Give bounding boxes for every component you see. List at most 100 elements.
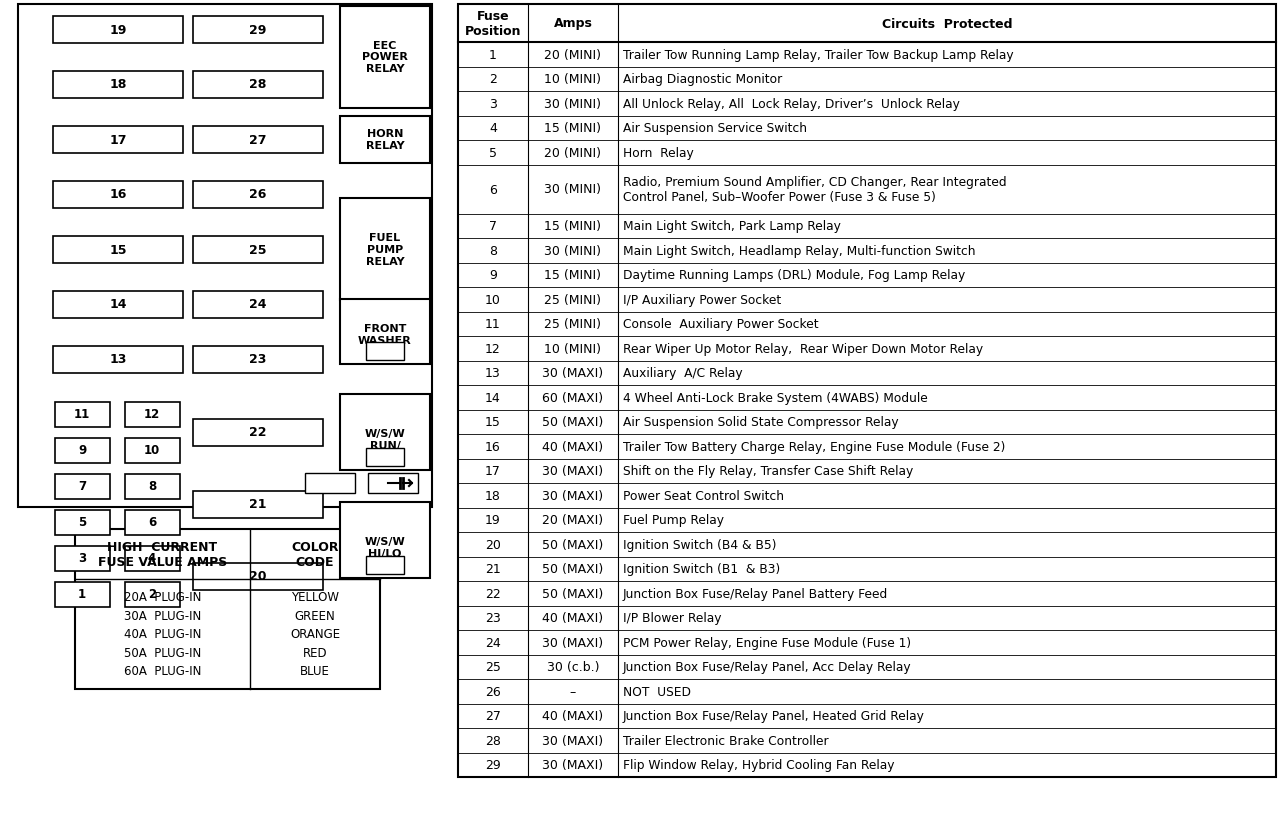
Bar — [458, 165, 1276, 215]
Bar — [458, 728, 1276, 753]
Text: Trailer Tow Running Lamp Relay, Trailer Tow Backup Lamp Relay: Trailer Tow Running Lamp Relay, Trailer … — [623, 48, 1014, 61]
Text: 2: 2 — [148, 588, 156, 601]
Text: Junction Box Fuse/Relay Panel, Acc Delay Relay: Junction Box Fuse/Relay Panel, Acc Delay… — [623, 660, 911, 673]
Bar — [458, 508, 1276, 532]
Text: 25: 25 — [250, 243, 266, 256]
Bar — [458, 312, 1276, 337]
Text: 5: 5 — [78, 516, 86, 529]
Text: 29: 29 — [250, 24, 266, 37]
Text: 50 (MAXI): 50 (MAXI) — [543, 587, 604, 600]
Text: –: – — [570, 685, 576, 698]
Text: 28: 28 — [485, 734, 500, 747]
Text: 3: 3 — [489, 97, 497, 111]
Text: 30 (MAXI): 30 (MAXI) — [543, 367, 604, 380]
Bar — [193, 346, 323, 373]
Bar — [458, 287, 1276, 312]
Text: Rear Wiper Up Motor Relay,  Rear Wiper Down Motor Relay: Rear Wiper Up Motor Relay, Rear Wiper Do… — [623, 342, 983, 355]
Text: Junction Box Fuse/Relay Panel Battery Feed: Junction Box Fuse/Relay Panel Battery Fe… — [623, 587, 888, 600]
Text: 11: 11 — [74, 408, 90, 421]
Text: 14: 14 — [485, 391, 500, 405]
Text: COLOR
CODE: COLOR CODE — [292, 541, 339, 568]
Text: Airbag Diagnostic Monitor: Airbag Diagnostic Monitor — [623, 73, 782, 86]
Text: Flip Window Relay, Hybrid Cooling Fan Relay: Flip Window Relay, Hybrid Cooling Fan Re… — [623, 758, 895, 771]
Text: Main Light Switch, Park Lamp Relay: Main Light Switch, Park Lamp Relay — [623, 220, 841, 233]
Bar — [340, 199, 430, 301]
Text: 30 (MINI): 30 (MINI) — [544, 244, 602, 257]
Text: Main Light Switch, Headlamp Relay, Multi-function Switch: Main Light Switch, Headlamp Relay, Multi… — [623, 244, 975, 257]
Text: Fuse
Position: Fuse Position — [465, 10, 521, 38]
Bar — [458, 116, 1276, 141]
Text: 10 (MINI): 10 (MINI) — [544, 342, 602, 355]
Bar — [52, 181, 183, 208]
Text: 30 (MAXI): 30 (MAXI) — [543, 734, 604, 747]
Text: 4: 4 — [489, 122, 497, 135]
Text: 6: 6 — [148, 516, 156, 529]
Text: 8: 8 — [489, 244, 497, 257]
Bar — [458, 704, 1276, 728]
Text: 20: 20 — [485, 538, 500, 551]
Text: 16: 16 — [109, 188, 127, 201]
Bar — [458, 215, 1276, 238]
Bar — [458, 606, 1276, 631]
Text: 15 (MINI): 15 (MINI) — [544, 220, 602, 233]
Text: Trailer Electronic Brake Controller: Trailer Electronic Brake Controller — [623, 734, 828, 747]
Bar — [193, 563, 323, 590]
Text: 19: 19 — [485, 514, 500, 527]
Bar — [458, 337, 1276, 361]
Bar — [55, 438, 110, 463]
Bar — [55, 510, 110, 535]
Text: W/S/W
RUN/
PARK: W/S/W RUN/ PARK — [365, 428, 406, 462]
Bar — [55, 545, 110, 571]
Text: 15 (MINI): 15 (MINI) — [544, 122, 602, 135]
Text: 12: 12 — [143, 408, 160, 421]
Text: 20 (MAXI): 20 (MAXI) — [543, 514, 604, 527]
Bar — [458, 532, 1276, 557]
Text: YELLOW
GREEN
ORANGE
RED
BLUE: YELLOW GREEN ORANGE RED BLUE — [291, 590, 340, 677]
Bar — [18, 5, 433, 508]
Text: 27: 27 — [485, 709, 500, 722]
Text: 30 (MINI): 30 (MINI) — [544, 183, 602, 197]
Bar — [305, 473, 355, 493]
Text: 15 (MINI): 15 (MINI) — [544, 269, 602, 282]
Text: I/P Auxiliary Power Socket: I/P Auxiliary Power Socket — [623, 293, 781, 306]
Text: 40 (MAXI): 40 (MAXI) — [543, 612, 604, 624]
Text: 24: 24 — [250, 298, 266, 311]
Text: HIGH  CURRENT
FUSE VALUE AMPS: HIGH CURRENT FUSE VALUE AMPS — [97, 541, 227, 568]
Text: 25 (MINI): 25 (MINI) — [544, 318, 602, 331]
Text: 7: 7 — [78, 480, 86, 493]
Text: 26: 26 — [485, 685, 500, 698]
Bar — [366, 342, 404, 360]
Text: 18: 18 — [485, 489, 500, 502]
Text: 30 (MAXI): 30 (MAXI) — [543, 464, 604, 477]
Text: 19: 19 — [109, 24, 127, 37]
Text: 10 (MINI): 10 (MINI) — [544, 73, 602, 86]
Text: 15: 15 — [109, 243, 127, 256]
Text: 13: 13 — [109, 353, 127, 366]
Text: 21: 21 — [250, 498, 266, 511]
Text: 20A  PLUG-IN
30A  PLUG-IN
40A  PLUG-IN
50A  PLUG-IN
60A  PLUG-IN: 20A PLUG-IN 30A PLUG-IN 40A PLUG-IN 50A … — [124, 590, 201, 677]
Bar — [193, 419, 323, 446]
Text: All Unlock Relay, All  Lock Relay, Driver’s  Unlock Relay: All Unlock Relay, All Lock Relay, Driver… — [623, 97, 960, 111]
Text: Shift on the Fly Relay, Transfer Case Shift Relay: Shift on the Fly Relay, Transfer Case Sh… — [623, 464, 913, 477]
Bar — [458, 67, 1276, 92]
Text: 30 (MAXI): 30 (MAXI) — [543, 636, 604, 649]
Bar — [55, 581, 110, 607]
Text: FRONT
WASHER
PUMP: FRONT WASHER PUMP — [358, 324, 412, 357]
Text: 26: 26 — [250, 188, 266, 201]
Text: 17: 17 — [485, 464, 500, 477]
Text: 25: 25 — [485, 660, 500, 673]
Text: 9: 9 — [489, 269, 497, 282]
Bar — [52, 291, 183, 318]
Text: Power Seat Control Switch: Power Seat Control Switch — [623, 489, 783, 502]
Text: Air Suspension Service Switch: Air Suspension Service Switch — [623, 122, 806, 135]
Text: 30 (c.b.): 30 (c.b.) — [547, 660, 599, 673]
Bar — [193, 126, 323, 153]
Text: 28: 28 — [250, 79, 266, 92]
Text: 1: 1 — [78, 588, 86, 601]
Bar — [458, 631, 1276, 654]
Text: 11: 11 — [485, 318, 500, 331]
Text: 7: 7 — [489, 220, 497, 233]
Bar — [458, 92, 1276, 116]
Bar — [369, 473, 419, 493]
Text: Daytime Running Lamps (DRL) Module, Fog Lamp Relay: Daytime Running Lamps (DRL) Module, Fog … — [623, 269, 965, 282]
